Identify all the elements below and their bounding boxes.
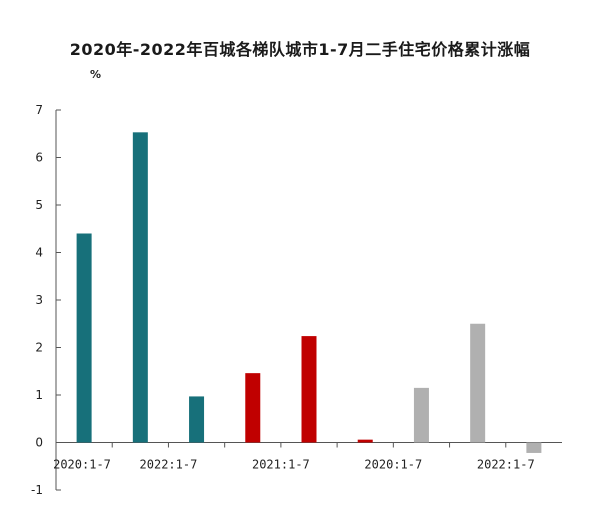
y-tick-label: 0 — [35, 436, 43, 450]
y-tick-label: 4 — [35, 246, 43, 260]
y-tick-label: 5 — [35, 198, 43, 212]
x-category-label: 2022:1-7 — [140, 458, 198, 472]
y-tick-label: 6 — [35, 151, 43, 165]
bar — [526, 442, 542, 453]
x-category-label: 2020:1-7 — [53, 458, 111, 472]
bar — [189, 396, 205, 443]
bar — [76, 233, 92, 443]
y-tick-label: -1 — [31, 483, 43, 497]
bar — [132, 132, 148, 443]
x-category-label: 2021:1-7 — [252, 458, 310, 472]
y-tick-label: 7 — [35, 103, 43, 117]
x-category-label: 2022:1-7 — [477, 458, 535, 472]
y-tick-label: 3 — [35, 293, 43, 307]
y-tick-label: 2 — [35, 341, 43, 355]
y-tick-label: 1 — [35, 388, 43, 402]
x-category-label: 2020:1-7 — [364, 458, 422, 472]
y-axis-unit-label: % — [90, 68, 102, 81]
bar — [357, 439, 373, 443]
bar — [301, 336, 317, 443]
bar — [413, 387, 429, 443]
bar — [470, 323, 486, 443]
chart-title: 2020年-2022年百城各梯队城市1-7月二手住宅价格累计涨幅 — [69, 40, 531, 59]
bar — [245, 373, 261, 443]
